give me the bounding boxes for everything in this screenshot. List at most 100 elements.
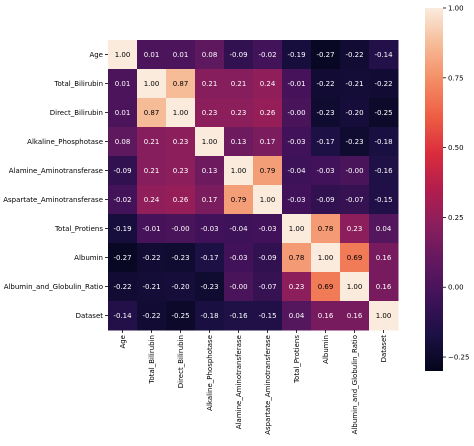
- heatmap-cell: [340, 185, 370, 215]
- colorbar-tick-label: 0.50: [448, 144, 464, 152]
- heatmap-cell: [166, 98, 196, 128]
- heatmap-cell: [311, 243, 341, 273]
- heatmap-cell: [108, 69, 138, 99]
- cell-value-label: -0.00: [171, 225, 189, 233]
- cell-value-label: -0.19: [113, 225, 131, 233]
- cell-value-label: 0.17: [202, 196, 218, 204]
- heatmap-cell: [340, 98, 370, 128]
- cell-value-label: -0.22: [316, 80, 334, 88]
- cell-value-label: 1.00: [173, 109, 189, 117]
- heatmap-cell: [108, 243, 138, 273]
- cell-value-label: -0.18: [374, 138, 392, 146]
- heatmap-cell: [253, 301, 283, 331]
- heatmap-cell: [282, 301, 312, 331]
- colorbar-tick-label: 1.00: [448, 5, 464, 13]
- cell-value-label: -0.09: [229, 51, 247, 59]
- heatmap-cell: [369, 98, 399, 128]
- cell-value-label: -0.03: [287, 196, 305, 204]
- cell-value-label: -0.01: [142, 225, 160, 233]
- heatmap-cell: [224, 40, 254, 70]
- cell-value-label: 1.00: [347, 283, 363, 291]
- heatmap-cell: [137, 185, 167, 215]
- cell-value-label: 1.00: [231, 167, 247, 175]
- cell-value-label: 0.78: [289, 254, 305, 262]
- heatmap-cell: [137, 98, 167, 128]
- cell-value-label: 0.01: [115, 109, 131, 117]
- cell-value-label: -0.02: [113, 196, 131, 204]
- heatmap-cell: [340, 214, 370, 244]
- heatmap-cell: [282, 185, 312, 215]
- heatmap-cell: [137, 272, 167, 302]
- cell-value-label: -0.14: [374, 51, 393, 59]
- heatmap-cell: [282, 127, 312, 157]
- x-tick-label: Alkaline_Phosphotase: [206, 335, 214, 411]
- heatmap-cell: [282, 98, 312, 128]
- heatmap-cell: [224, 69, 254, 99]
- cell-value-label: -0.22: [142, 312, 160, 320]
- heatmap-cell: [311, 98, 341, 128]
- cell-value-label: 0.08: [115, 138, 131, 146]
- heatmap-cell: [311, 301, 341, 331]
- heatmap-cell: [340, 40, 370, 70]
- heatmap-cell: [282, 272, 312, 302]
- heatmap-cell: [195, 272, 225, 302]
- heatmap-cell: [253, 272, 283, 302]
- heatmap-cell: [166, 40, 196, 70]
- cell-value-label: -0.25: [374, 109, 392, 117]
- cell-value-label: -0.07: [345, 196, 363, 204]
- cell-value-label: 0.24: [260, 80, 276, 88]
- heatmap-cell: [282, 40, 312, 70]
- heatmap-cell: [340, 156, 370, 186]
- heatmap-cell: [108, 214, 138, 244]
- heatmap-cell: [108, 156, 138, 186]
- cell-value-label: 0.23: [202, 109, 218, 117]
- heatmap-cell: [340, 272, 370, 302]
- heatmap-cell: [137, 214, 167, 244]
- y-tick-label: Direct_Bilirubin: [50, 109, 103, 117]
- x-tick-label: Age: [119, 335, 127, 349]
- cell-value-label: -0.16: [229, 312, 248, 320]
- cell-value-label: -0.27: [316, 51, 334, 59]
- cell-value-label: -0.17: [316, 138, 334, 146]
- cell-value-label: -0.23: [316, 109, 334, 117]
- heatmap-cell: [282, 214, 312, 244]
- cell-value-label: -0.25: [171, 312, 189, 320]
- cell-value-label: 0.01: [115, 80, 131, 88]
- heatmap-cell: [369, 127, 399, 157]
- cell-value-label: 0.23: [231, 109, 247, 117]
- heatmap-cell: [369, 185, 399, 215]
- cell-value-label: 1.00: [260, 196, 276, 204]
- colorbar-gradient: [425, 8, 443, 371]
- colorbar-tick-label: 0.00: [448, 284, 464, 292]
- cell-value-label: 1.00: [376, 312, 392, 320]
- heatmap-cell: [369, 40, 399, 70]
- cell-value-label: -0.03: [316, 167, 334, 175]
- cell-value-label: 0.16: [318, 312, 334, 320]
- heatmap-cell: [224, 127, 254, 157]
- heatmap-cell-labels: 1.00 0.01 0.01 0.08 -0.09 -0.02 -0.19 -0.27 -0.2…: [113, 51, 393, 320]
- cell-value-label: 0.21: [144, 138, 160, 146]
- cell-value-label: -0.00: [229, 283, 247, 291]
- heatmap-cell: [224, 156, 254, 186]
- cell-value-label: 0.01: [144, 51, 160, 59]
- cell-value-label: -0.04: [229, 225, 248, 233]
- heatmap-cell: [108, 185, 138, 215]
- heatmap-cell: [369, 272, 399, 302]
- cell-value-label: 0.23: [347, 225, 363, 233]
- y-tick-label: Total_Bilirubin: [53, 80, 103, 88]
- cell-value-label: 0.87: [173, 80, 189, 88]
- heatmap-cell: [311, 40, 341, 70]
- cell-value-label: 1.00: [115, 51, 131, 59]
- colorbar: 1.00 0.75 0.50 0.25 0.00 −0.25: [425, 5, 469, 371]
- heatmap-cell: [137, 40, 167, 70]
- heatmap-cell: [166, 69, 196, 99]
- heatmap-cell: [195, 40, 225, 70]
- heatmap-cell: [195, 69, 225, 99]
- heatmap-cell: [340, 243, 370, 273]
- x-tick-label: Dataset: [380, 335, 388, 363]
- cell-value-label: -0.03: [287, 138, 305, 146]
- x-tick-label: Aspartate_Aminotransferase: [264, 335, 272, 435]
- heatmap-cell: [137, 127, 167, 157]
- heatmap-cell: [108, 98, 138, 128]
